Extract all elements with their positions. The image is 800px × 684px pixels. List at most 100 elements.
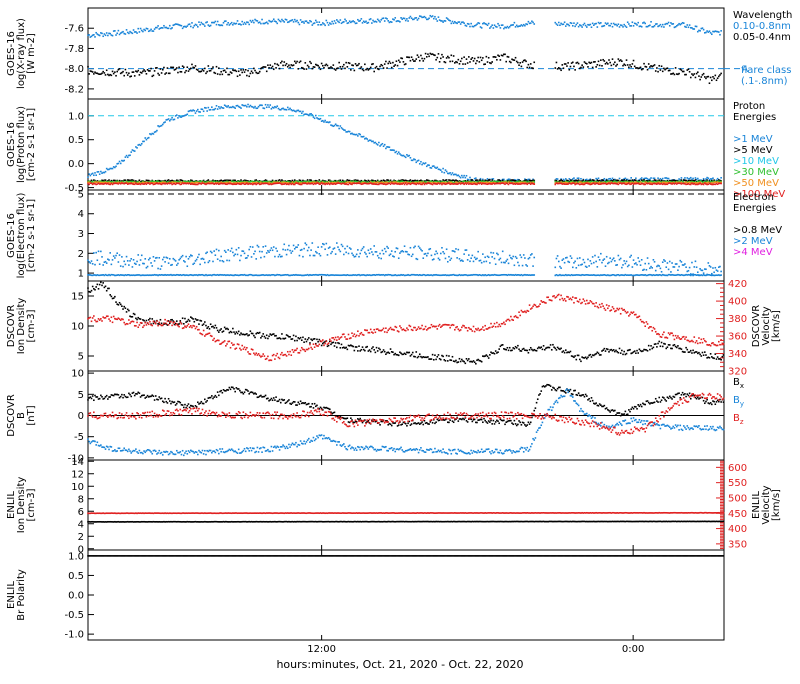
data-point xyxy=(99,284,101,286)
data-point xyxy=(143,141,145,143)
data-point xyxy=(629,256,631,258)
data-point xyxy=(524,25,526,27)
data-point xyxy=(130,258,132,260)
data-point xyxy=(640,67,642,69)
data-point xyxy=(336,19,338,21)
data-point xyxy=(612,259,614,261)
data-point xyxy=(212,66,214,68)
data-point xyxy=(191,64,193,66)
data-point xyxy=(696,26,698,28)
data-point xyxy=(170,119,172,121)
data-point xyxy=(109,33,111,35)
data-point xyxy=(265,104,267,106)
data-point xyxy=(633,259,635,261)
data-point xyxy=(449,172,451,174)
data-point xyxy=(709,82,711,84)
data-point xyxy=(189,256,191,258)
data-point xyxy=(120,304,122,306)
data-point xyxy=(446,248,448,250)
data-point xyxy=(442,56,444,58)
data-point xyxy=(411,255,413,257)
data-point xyxy=(580,178,582,180)
data-point xyxy=(223,22,225,24)
data-point xyxy=(356,254,358,256)
series-2-0 xyxy=(87,242,722,276)
data-point xyxy=(428,56,430,58)
data-point xyxy=(386,18,388,20)
data-point xyxy=(324,248,326,250)
legend-entry: >50 MeV xyxy=(733,178,779,189)
data-point xyxy=(253,68,255,70)
data-point xyxy=(720,30,722,32)
data-point xyxy=(251,70,253,72)
data-point xyxy=(662,71,664,73)
data-point xyxy=(384,248,386,250)
data-point xyxy=(453,55,455,57)
data-point xyxy=(431,167,433,169)
data-point xyxy=(664,260,666,262)
data-point xyxy=(280,62,282,64)
data-point xyxy=(445,20,447,22)
data-point xyxy=(526,67,528,69)
data-point xyxy=(650,21,652,23)
data-point xyxy=(597,266,599,268)
data-point xyxy=(335,69,337,71)
data-point xyxy=(646,66,648,68)
data-point xyxy=(225,71,227,73)
data-point xyxy=(619,26,621,28)
data-point xyxy=(91,260,93,262)
data-point xyxy=(217,108,219,110)
data-point xyxy=(410,60,412,62)
data-point xyxy=(472,179,474,181)
data-point xyxy=(637,22,639,24)
data-point xyxy=(292,250,294,252)
data-point xyxy=(366,138,368,140)
data-point xyxy=(422,60,424,62)
data-point xyxy=(176,320,178,322)
data-point xyxy=(176,67,178,69)
data-point xyxy=(175,260,177,262)
data-point xyxy=(178,66,180,68)
data-point xyxy=(234,333,236,335)
legend-entry: >10 MeV xyxy=(733,156,779,167)
data-point xyxy=(304,62,306,64)
data-point xyxy=(303,248,305,250)
data-point xyxy=(712,76,714,78)
data-point xyxy=(581,264,583,266)
data-point xyxy=(183,323,185,325)
data-point xyxy=(622,26,624,28)
data-point xyxy=(401,58,403,60)
data-point xyxy=(512,256,514,258)
data-point xyxy=(568,69,570,71)
data-point xyxy=(656,23,658,25)
data-point xyxy=(695,260,697,262)
data-point xyxy=(644,263,646,265)
data-point xyxy=(398,60,400,62)
data-point xyxy=(153,256,155,258)
data-point xyxy=(358,256,360,258)
data-point xyxy=(296,20,298,22)
data-point xyxy=(161,72,163,74)
data-point xyxy=(497,254,499,256)
data-point xyxy=(390,253,392,255)
data-point xyxy=(216,327,218,329)
data-point xyxy=(150,68,152,70)
data-point xyxy=(178,323,180,325)
data-point xyxy=(654,64,656,66)
data-point xyxy=(720,271,722,273)
data-point xyxy=(164,261,166,263)
data-point xyxy=(208,262,210,264)
data-point xyxy=(480,178,482,180)
data-point xyxy=(614,260,616,262)
data-point xyxy=(408,254,410,256)
data-point xyxy=(276,105,278,107)
data-point xyxy=(622,65,624,67)
data-point xyxy=(160,268,162,270)
data-point xyxy=(431,255,433,257)
data-point xyxy=(164,121,166,123)
data-point xyxy=(690,177,692,179)
data-point xyxy=(626,26,628,28)
data-point xyxy=(483,261,485,263)
data-point xyxy=(226,24,228,26)
data-point xyxy=(269,64,271,66)
